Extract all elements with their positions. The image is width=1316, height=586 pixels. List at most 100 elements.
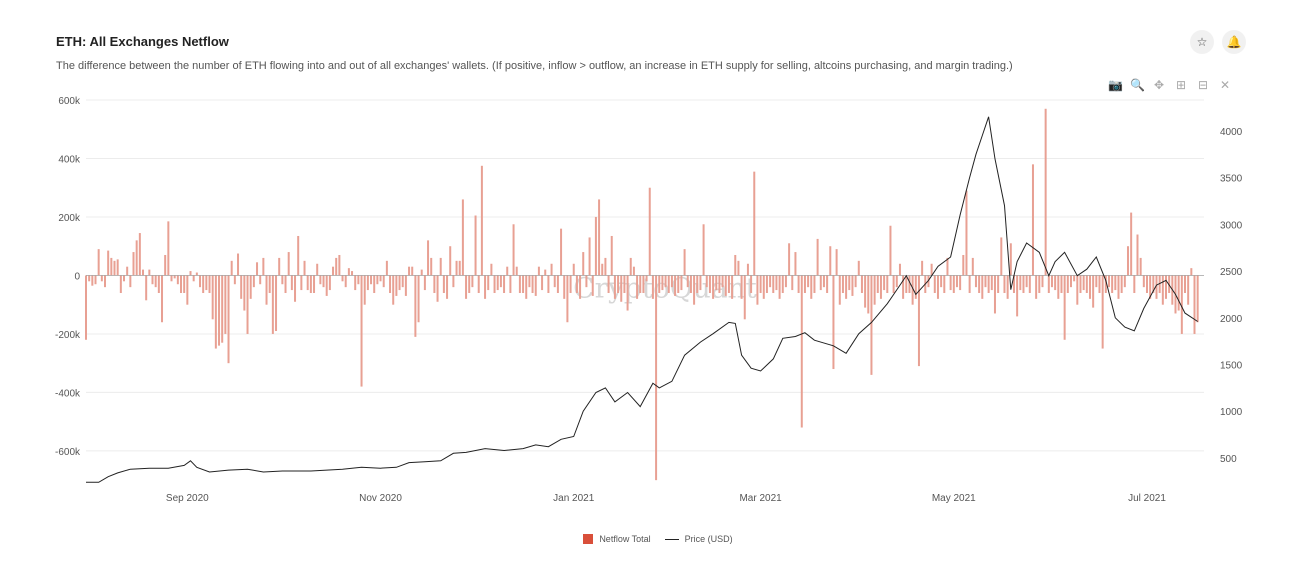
netflow-bar: [427, 240, 430, 276]
netflow-bar: [1063, 275, 1066, 340]
netflow-bar: [1190, 268, 1193, 276]
y-right-tick-label: 3500: [1220, 174, 1243, 185]
bell-icon[interactable]: 🔔: [1222, 30, 1246, 54]
netflow-bar: [819, 275, 822, 291]
netflow-bar: [1098, 275, 1101, 293]
netflow-bar: [170, 275, 173, 282]
netflow-bar: [167, 221, 170, 276]
netflow-bar: [772, 275, 775, 293]
netflow-bar: [731, 275, 734, 299]
netflow-bar: [189, 271, 192, 276]
y-right-tick-label: 500: [1220, 454, 1237, 465]
zoom-in-icon[interactable]: ⊞: [1175, 78, 1187, 92]
netflow-bar: [195, 272, 198, 276]
netflow-bar: [917, 275, 920, 367]
netflow-bar: [322, 275, 325, 288]
netflow-bar: [290, 275, 293, 291]
netflow-bar: [297, 235, 300, 276]
netflow-bar: [370, 275, 373, 285]
pan-icon[interactable]: ✥: [1153, 78, 1165, 92]
netflow-bar: [841, 275, 844, 293]
netflow-bar: [816, 238, 819, 276]
netflow-bar: [1025, 275, 1028, 288]
netflow-bar: [1136, 234, 1139, 276]
netflow-bar: [351, 271, 354, 276]
legend-item-netflow[interactable]: Netflow Total: [583, 534, 651, 544]
netflow-bar: [126, 266, 129, 276]
netflow-bar: [873, 275, 876, 305]
netflow-bar: [1155, 275, 1158, 299]
netflow-bar: [509, 275, 512, 293]
netflow-bar: [541, 275, 544, 291]
netflow-bar: [446, 275, 449, 299]
netflow-bar: [1003, 275, 1006, 293]
netflow-bar: [892, 275, 895, 293]
netflow-bar: [373, 275, 376, 293]
netflow-bar: [233, 275, 236, 285]
netflow-bar: [246, 275, 249, 334]
netflow-bar: [544, 269, 547, 276]
netflow-bar: [1000, 237, 1003, 276]
legend-item-price[interactable]: Price (USD): [664, 534, 733, 544]
netflow-bar: [113, 260, 116, 276]
netflow-bar: [746, 263, 749, 276]
netflow-bar: [1066, 275, 1069, 293]
netflow-bar: [249, 275, 252, 299]
zoom-out-icon[interactable]: ⊟: [1197, 78, 1209, 92]
netflow-bar: [933, 275, 936, 293]
netflow-bar: [221, 275, 224, 343]
netflow-bar: [1041, 275, 1044, 288]
netflow-bar: [142, 269, 145, 276]
netflow-bar: [389, 275, 392, 293]
netflow-bar: [670, 275, 673, 288]
netflow-bar: [1180, 275, 1183, 334]
netflow-bar: [1057, 275, 1060, 299]
netflow-bar: [385, 260, 388, 276]
netflow-bar: [1095, 275, 1098, 288]
netflow-bar: [1149, 275, 1152, 299]
netflow-bar: [607, 275, 610, 293]
chart-legend: Netflow Total Price (USD): [44, 534, 1272, 544]
netflow-bar: [1044, 108, 1047, 276]
netflow-bar: [275, 275, 278, 332]
chart-title: ETH: All Exchanges Netflow: [56, 34, 229, 49]
netflow-bar: [927, 275, 930, 288]
chart-toolbar: 📷 🔍 ✥ ⊞ ⊟ ✕: [1108, 78, 1232, 92]
legend-price-label: Price (USD): [684, 534, 733, 544]
netflow-bar: [449, 246, 452, 276]
netflow-bar: [648, 187, 651, 276]
netflow-bar: [1152, 275, 1155, 293]
netflow-bar: [1139, 257, 1142, 276]
netflow-bar: [205, 275, 208, 291]
netflow-bar: [718, 275, 721, 293]
netflow-bar: [151, 275, 154, 285]
netflow-bar: [1177, 275, 1180, 311]
netflow-bar: [354, 275, 357, 291]
netflow-bar: [332, 266, 335, 276]
netflow-bar: [237, 253, 240, 276]
netflow-bar: [585, 275, 588, 288]
netflow-bar: [784, 275, 787, 288]
netflow-bar: [484, 275, 487, 299]
netflow-bar: [550, 263, 553, 276]
zoom-icon[interactable]: 🔍: [1130, 78, 1145, 92]
netflow-bar: [252, 275, 255, 288]
netflow-bar: [1088, 275, 1091, 299]
star-icon[interactable]: ☆: [1190, 30, 1214, 54]
netflow-bar: [1130, 212, 1133, 276]
netflow-bar: [572, 263, 575, 276]
netflow-bar: [287, 252, 290, 276]
netflow-bar: [712, 275, 715, 299]
netflow-bar: [328, 275, 331, 291]
y-left-tick-label: 600k: [58, 96, 81, 107]
netflow-bar: [1114, 275, 1117, 291]
netflow-bar: [379, 275, 382, 282]
camera-icon[interactable]: 📷: [1108, 78, 1123, 92]
netflow-bar: [582, 252, 585, 276]
netflow-bar: [1183, 275, 1186, 293]
netflow-bar: [265, 275, 268, 305]
netflow-bar: [316, 263, 319, 276]
netflow-bar: [639, 275, 642, 293]
reset-icon[interactable]: ✕: [1219, 78, 1231, 92]
netflow-bar: [363, 275, 366, 305]
